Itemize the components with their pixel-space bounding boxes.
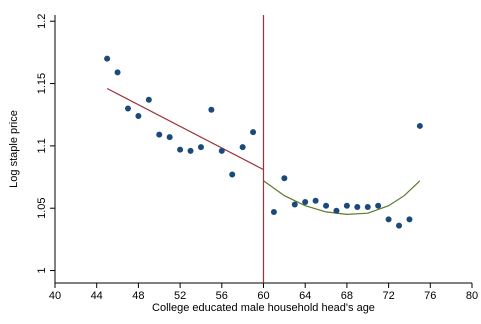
y-tick-label: 1.05 <box>36 197 48 218</box>
fit-line-left <box>106 87 264 171</box>
scatter-point <box>364 203 371 210</box>
scatter-point <box>229 171 236 178</box>
x-tick-label: 68 <box>341 290 353 302</box>
scatter-point <box>124 105 131 112</box>
fit-curve-right <box>263 180 421 216</box>
y-tick-label: 1 <box>36 267 48 273</box>
scatter-point <box>312 197 319 204</box>
scatter-point <box>323 202 330 209</box>
scatter-point <box>208 106 215 113</box>
x-tick-label: 76 <box>424 290 436 302</box>
y-tick-label: 1.1 <box>36 138 48 153</box>
scatter-point <box>239 144 246 151</box>
scatter-point <box>354 203 361 210</box>
y-tick-label: 1.15 <box>36 73 48 94</box>
scatter-point <box>416 122 423 129</box>
scatter-point <box>281 175 288 182</box>
y-tick-label: 1.2 <box>36 14 48 29</box>
x-tick-label: 64 <box>299 290 311 302</box>
scatter-point <box>291 201 298 208</box>
x-tick-label: 52 <box>174 290 186 302</box>
scatter-point <box>375 202 382 209</box>
scatter-point <box>396 222 403 229</box>
scatter-point <box>385 216 392 223</box>
scatter-point <box>343 202 350 209</box>
x-tick-label: 40 <box>49 290 61 302</box>
x-tick-label: 44 <box>91 290 103 302</box>
scatter-point <box>135 112 142 119</box>
scatter-point <box>166 134 173 141</box>
axes: 40 44 48 52 56 60 64 68 72 76 80 1 1.05 1.1 1.15 1.2 <box>36 14 478 302</box>
scatter-point <box>104 55 111 62</box>
scatter-point <box>187 147 194 154</box>
scatter-point <box>177 146 184 153</box>
scatter-point <box>197 144 204 151</box>
x-tick-label: 48 <box>132 290 144 302</box>
scatter-point <box>145 96 152 103</box>
x-tick-label: 80 <box>466 290 478 302</box>
scatter-point <box>270 208 277 215</box>
x-axis-title: College educated male household head's a… <box>152 302 375 314</box>
y-axis-title: Log staple price <box>8 110 20 188</box>
scatter-point <box>250 129 257 136</box>
scatter-point <box>333 207 340 214</box>
scatter-point <box>156 131 163 138</box>
scatter-point <box>302 198 309 205</box>
chart-marks <box>104 15 423 283</box>
scatter-point <box>218 147 225 154</box>
x-tick-label: 72 <box>382 290 394 302</box>
scatter-point <box>406 216 413 223</box>
x-tick-label: 60 <box>257 290 269 302</box>
x-tick-label: 56 <box>216 290 228 302</box>
scatter-point <box>114 69 121 76</box>
